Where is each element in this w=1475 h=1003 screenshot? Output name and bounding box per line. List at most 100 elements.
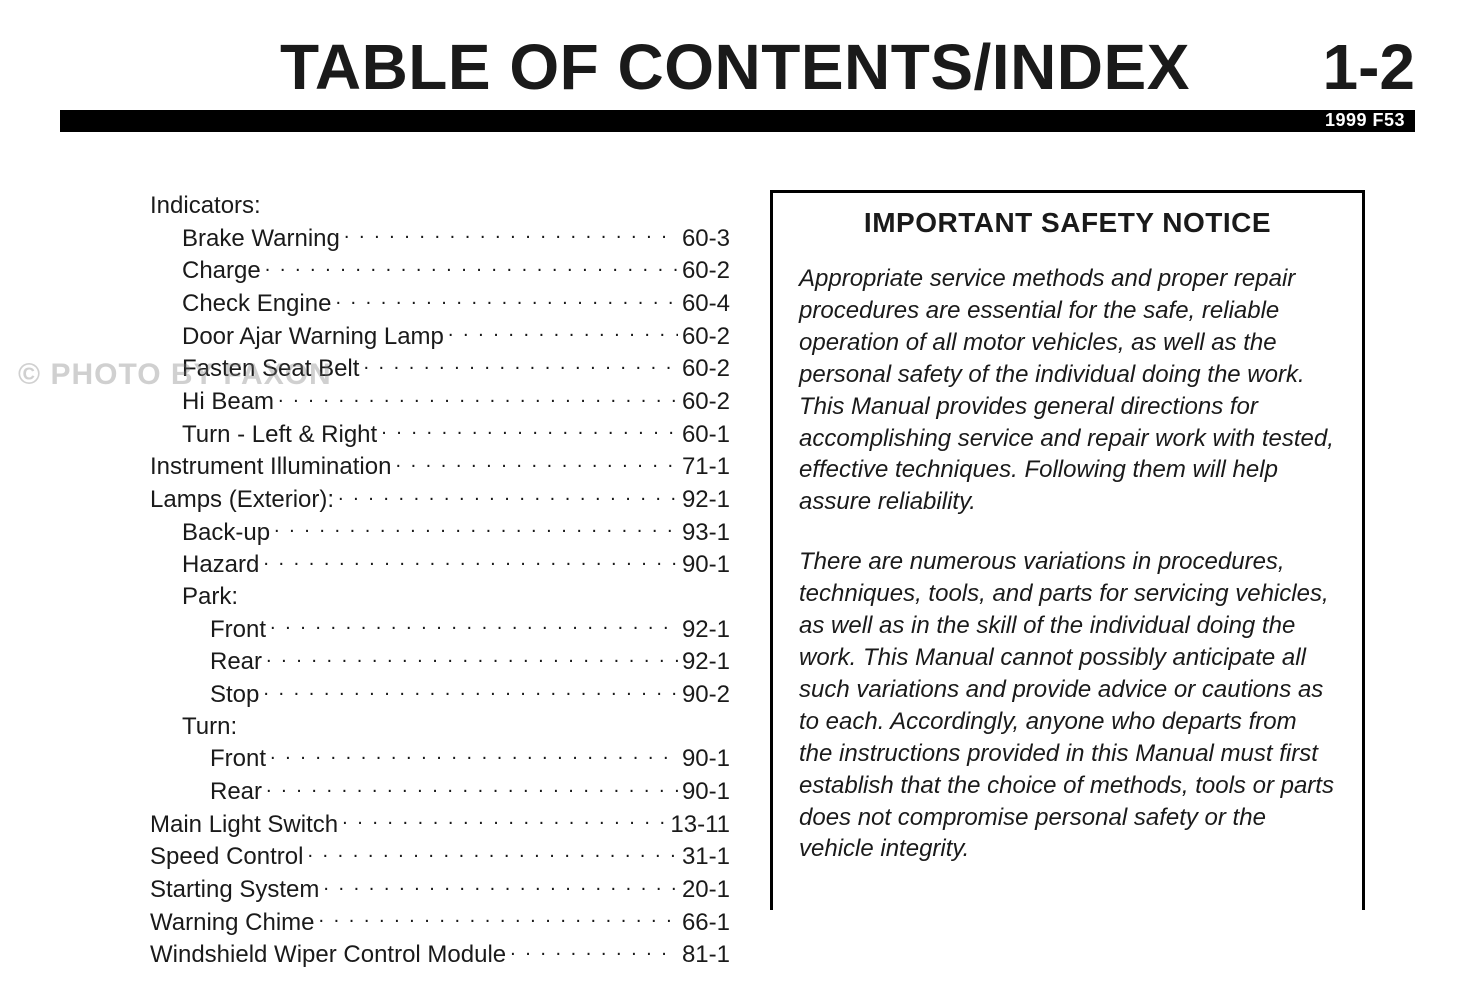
toc-label: Hazard — [182, 549, 259, 581]
safety-notice-title: IMPORTANT SAFETY NOTICE — [799, 207, 1336, 239]
toc-label: Main Light Switch — [150, 809, 338, 841]
toc-label: Windshield Wiper Control Module — [150, 939, 506, 971]
toc-label: Rear — [210, 776, 262, 808]
toc-label: Check Engine — [182, 288, 331, 320]
content-row: Indicators:Brake Warning60-3Charge60-2Ch… — [60, 190, 1415, 971]
toc-leader — [342, 808, 666, 832]
toc-label: Indicators: — [150, 190, 261, 222]
toc-leader — [307, 840, 678, 864]
toc-page-ref: 92-1 — [682, 614, 730, 646]
safety-notice-para-2: There are numerous variations in procedu… — [799, 546, 1336, 865]
toc-row: Front 90-1 — [150, 742, 730, 775]
toc-page-ref: 13-11 — [670, 809, 730, 841]
toc-leader — [335, 287, 678, 311]
toc-leader — [270, 742, 678, 766]
toc-row: Park: — [150, 581, 730, 613]
toc-label: Instrument Illumination — [150, 451, 391, 483]
toc-page-ref: 60-2 — [682, 386, 730, 418]
toc-leader — [266, 775, 678, 799]
toc-label: Park: — [182, 581, 238, 613]
toc-column: Indicators:Brake Warning60-3Charge60-2Ch… — [150, 190, 730, 971]
toc-page-ref: 60-1 — [682, 419, 730, 451]
toc-page-ref: 71-1 — [682, 451, 730, 483]
toc-label: Turn - Left & Right — [182, 419, 377, 451]
toc-row: Door Ajar Warning Lamp 60-2 — [150, 320, 730, 353]
toc-row: Windshield Wiper Control Module 81-1 — [150, 938, 730, 971]
toc-page-ref: 90-1 — [682, 743, 730, 775]
toc-row: Instrument Illumination 71-1 — [150, 450, 730, 483]
toc-leader — [274, 516, 678, 540]
toc-label: Door Ajar Warning Lamp — [182, 321, 444, 353]
toc-label: Fasten Seat Belt — [182, 353, 359, 385]
toc-leader — [448, 320, 678, 344]
header-row: TABLE OF CONTENTS/INDEX 1-2 — [60, 30, 1415, 104]
toc-row: Front 92-1 — [150, 613, 730, 646]
toc-page-ref: 93-1 — [682, 517, 730, 549]
toc-row: Stop 90-2 — [150, 678, 730, 711]
toc-page-ref: 60-2 — [682, 255, 730, 287]
model-label: 1999 F53 — [1325, 110, 1405, 131]
toc-label: Warning Chime — [150, 907, 315, 939]
toc-label: Charge — [182, 255, 261, 287]
toc-row: Hazard 90-1 — [150, 548, 730, 581]
toc-label: Front — [210, 743, 266, 775]
toc-leader — [266, 645, 678, 669]
toc-leader — [278, 385, 678, 409]
toc-page-ref: 90-1 — [682, 776, 730, 808]
toc-leader — [265, 254, 678, 278]
toc-page-ref: 92-1 — [682, 646, 730, 678]
toc-row: Lamps (Exterior): 92-1 — [150, 483, 730, 516]
page-number: 1-2 — [1323, 30, 1416, 104]
toc-row: Fasten Seat Belt 60-2 — [150, 352, 730, 385]
toc-leader — [344, 222, 678, 246]
toc-page-ref: 60-4 — [682, 288, 730, 320]
toc-leader — [323, 873, 678, 897]
toc-label: Back-up — [182, 517, 270, 549]
toc-row: Turn - Left & Right 60-1 — [150, 418, 730, 451]
toc-label: Lamps (Exterior): — [150, 484, 334, 516]
toc-page-ref: 90-2 — [682, 679, 730, 711]
toc-leader — [395, 450, 678, 474]
toc-page-ref: 60-2 — [682, 321, 730, 353]
toc-row: Check Engine 60-4 — [150, 287, 730, 320]
toc-label: Front — [210, 614, 266, 646]
safety-notice-para-1: Appropriate service methods and proper r… — [799, 263, 1336, 518]
toc-row: Hi Beam 60-2 — [150, 385, 730, 418]
toc-page-ref: 81-1 — [682, 939, 730, 971]
toc-leader — [338, 483, 678, 507]
toc-leader — [263, 678, 678, 702]
toc-leader — [363, 352, 678, 376]
toc-leader — [319, 906, 678, 930]
page-title: TABLE OF CONTENTS/INDEX — [280, 30, 1190, 104]
toc-row: Indicators: — [150, 190, 730, 222]
toc-leader — [263, 548, 678, 572]
toc-page-ref: 90-1 — [682, 549, 730, 581]
toc-label: Hi Beam — [182, 386, 274, 418]
header-black-bar: 1999 F53 — [60, 110, 1415, 132]
toc-row: Turn: — [150, 711, 730, 743]
toc-leader — [510, 938, 678, 962]
toc-label: Stop — [210, 679, 259, 711]
toc-page-ref: 31-1 — [682, 841, 730, 873]
toc-row: Rear 90-1 — [150, 775, 730, 808]
toc-row: Warning Chime 66-1 — [150, 906, 730, 939]
toc-page-ref: 60-2 — [682, 353, 730, 385]
toc-row: Main Light Switch 13-11 — [150, 808, 730, 841]
toc-label: Rear — [210, 646, 262, 678]
toc-page-ref: 66-1 — [682, 907, 730, 939]
page: TABLE OF CONTENTS/INDEX 1-2 1999 F53 © P… — [0, 0, 1475, 1003]
toc-label: Turn: — [182, 711, 237, 743]
toc-label: Brake Warning — [182, 223, 340, 255]
toc-page-ref: 60-3 — [682, 223, 730, 255]
toc-leader — [381, 418, 678, 442]
toc-page-ref: 20-1 — [682, 874, 730, 906]
toc-row: Brake Warning 60-3 — [150, 222, 730, 255]
toc-row: Speed Control 31-1 — [150, 840, 730, 873]
toc-label: Speed Control — [150, 841, 303, 873]
toc-row: Rear 92-1 — [150, 645, 730, 678]
safety-notice-box: IMPORTANT SAFETY NOTICE Appropriate serv… — [770, 190, 1365, 910]
toc-page-ref: 92-1 — [682, 484, 730, 516]
toc-row: Starting System 20-1 — [150, 873, 730, 906]
toc-leader — [270, 613, 678, 637]
toc-label: Starting System — [150, 874, 319, 906]
